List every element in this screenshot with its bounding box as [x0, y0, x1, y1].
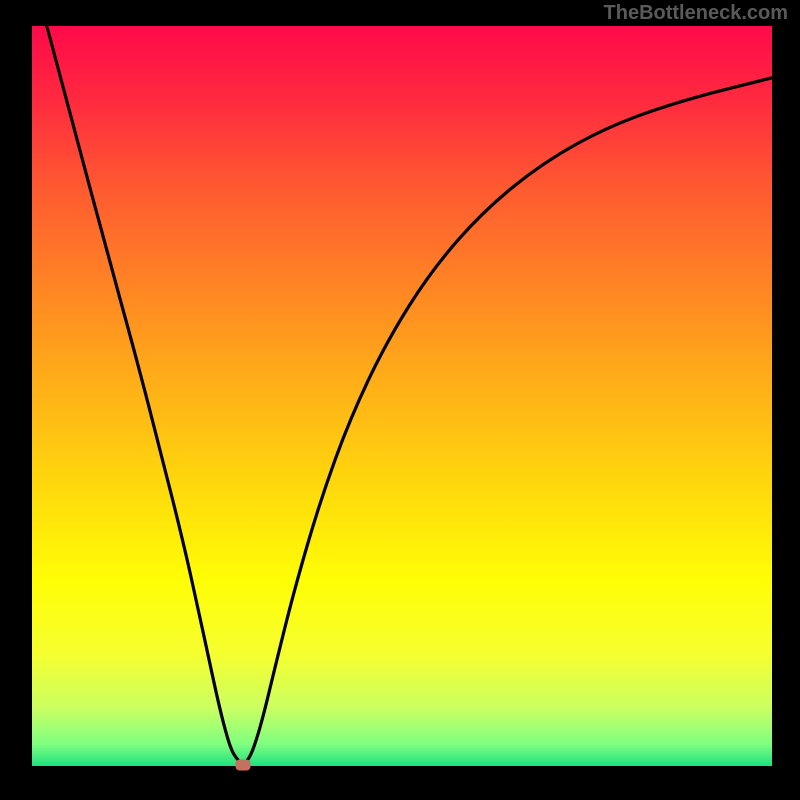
bottleneck-curve: [32, 26, 772, 766]
optimal-point-marker: [235, 760, 250, 771]
curve-path: [47, 26, 772, 763]
attribution-text: TheBottleneck.com: [604, 2, 788, 25]
plot-area: [32, 26, 772, 766]
